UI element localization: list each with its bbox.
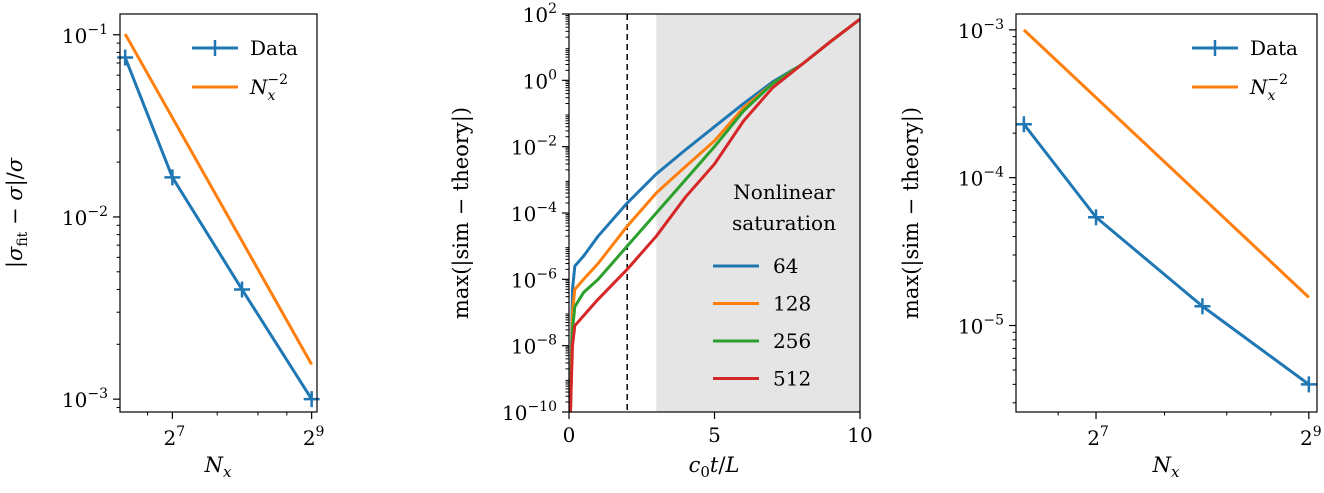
y-tick-label: 10−8 [511, 333, 557, 359]
legend-title: Nonlinear [733, 180, 835, 204]
series-group [1022, 28, 1310, 386]
y-axis-label: max(|sim − theory|) [449, 107, 474, 319]
series-line-1 [123, 56, 313, 400]
y-tick-label: 10−2 [511, 134, 557, 160]
y-tick-label: 102 [523, 1, 557, 27]
panel-middle-time-evolution: 102 100 10−2 10−4 10−6 10−8 10−100 5 10 c0t/L max(… [449, 1, 873, 481]
x-tick-label: 5 [708, 423, 721, 447]
series-group [123, 33, 313, 400]
axes-frame [119, 13, 318, 413]
legend-label: 512 [773, 367, 811, 391]
legend-title: saturation [732, 211, 836, 235]
y-tick-label: 10−6 [511, 266, 557, 292]
x-tick-label: 0 [563, 423, 576, 447]
y-tick-label: 10−4 [511, 200, 557, 226]
x-axis-label: c0t/L [689, 453, 740, 481]
x-tick-label: 27 [164, 424, 186, 450]
legend-label: Data [250, 36, 298, 60]
x-axis-label: Nx [204, 453, 232, 481]
data-point-marker [1300, 376, 1317, 393]
x-tick-label: 29 [1300, 424, 1322, 450]
series-line-2 [123, 33, 313, 366]
legend: Data Nx−2 [192, 36, 298, 104]
series-line-1 [1022, 123, 1310, 386]
data-point-marker [1194, 298, 1211, 315]
data-point-marker [234, 281, 251, 298]
y-tick-label: 10−4 [958, 165, 1004, 191]
y-tick-label: 10−1 [62, 22, 108, 48]
series-group [569, 17, 860, 412]
y-tick-label: 100 [523, 67, 557, 93]
y-axis-label: |σfit − σ|/σ [3, 157, 31, 268]
saturation-shaded-region [656, 14, 860, 412]
legend: Data Nx−2 [1192, 36, 1298, 104]
legend-label: 64 [773, 254, 798, 278]
axes-frame [1015, 13, 1318, 413]
x-tick-label: 10 [847, 423, 872, 447]
y-tick-label: 10−3 [958, 17, 1004, 43]
y-axis-label: max(|sim − theory|) [899, 107, 924, 319]
legend-label: Nx−2 [249, 72, 288, 104]
legend-label: 256 [773, 329, 811, 353]
data-point-marker [164, 169, 181, 186]
series-line-2 [1022, 28, 1310, 299]
y-tick-label: 10−3 [62, 386, 108, 412]
legend-label: 128 [773, 292, 811, 316]
data-point-marker [1088, 209, 1105, 226]
panel-left-sigma-error: 10−1 10−2 10−3 27 29 Nx |σfit − σ|/σ Data Nx−2 [3, 13, 325, 481]
legend-label: Data [1250, 36, 1298, 60]
y-tick-label: 10−5 [958, 313, 1004, 339]
x-axis-label: Nx [1152, 453, 1180, 481]
series-line-4 [569, 17, 860, 412]
panel-right-max-error: 10−3 10−4 10−5 27 29 Nx max(|sim − theory|) Dat… [899, 13, 1322, 481]
x-tick-label: 27 [1087, 424, 1109, 450]
y-tick-label: 10−2 [62, 204, 108, 230]
y-tick-label: 10−10 [502, 399, 557, 425]
legend-label: Nx−2 [1249, 72, 1288, 104]
x-tick-label: 29 [303, 424, 325, 450]
data-point-marker [1015, 116, 1032, 133]
legend: Nonlinear saturation 64 128 256 512 [713, 180, 836, 391]
